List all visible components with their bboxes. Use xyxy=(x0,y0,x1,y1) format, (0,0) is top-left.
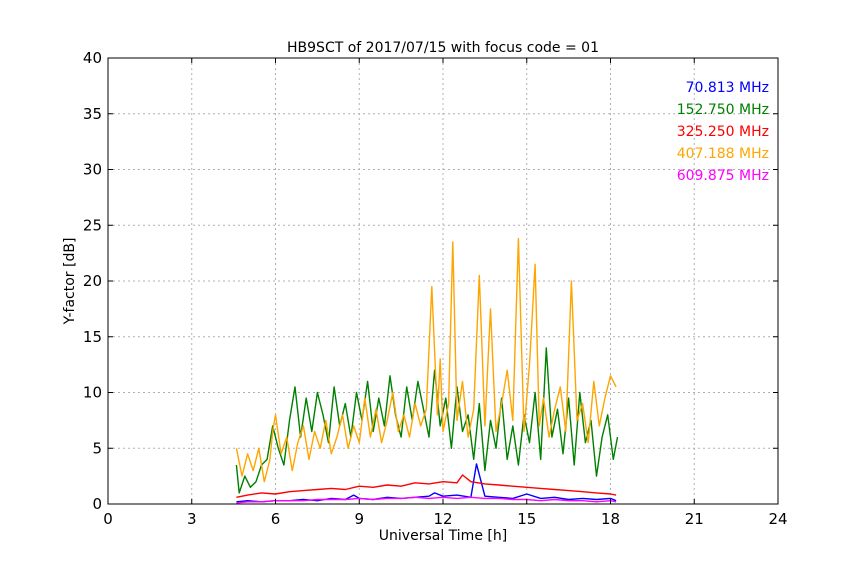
y-tick-label: 20 xyxy=(83,272,102,290)
legend-entry: 325.250 MHz xyxy=(677,124,769,140)
y-tick-label: 0 xyxy=(92,495,102,513)
series-line-3 xyxy=(235,237,617,483)
y-tick-label: 10 xyxy=(83,384,102,402)
y-axis-label: Y-factor [dB] xyxy=(62,238,78,326)
series-line-4 xyxy=(236,496,617,504)
x-tick-label: 18 xyxy=(601,510,620,528)
y-tick-label: 35 xyxy=(83,105,102,123)
x-tick-label: 12 xyxy=(433,510,452,528)
x-tick-label: 21 xyxy=(685,510,704,528)
legend-entry: 152.750 MHz xyxy=(677,102,769,118)
x-tick-label: 24 xyxy=(768,510,787,528)
legend: 70.813 MHz 152.750 MHz 325.250 MHz 407.188 … xyxy=(677,80,769,184)
legend-entry: 407.188 MHz xyxy=(677,146,769,162)
legend-entry: 609.875 MHz xyxy=(677,168,769,184)
y-tick-label: 15 xyxy=(83,328,102,346)
y-tick-label: 30 xyxy=(83,161,102,179)
series-line-1 xyxy=(235,347,619,494)
series-line-0 xyxy=(236,463,617,503)
y-tick-label: 40 xyxy=(83,49,102,67)
chart-title: HB9SCT of 2017/07/15 with focus code = 0… xyxy=(287,40,599,56)
series-layer xyxy=(235,237,619,504)
y-tick-label: 5 xyxy=(92,439,102,457)
x-axis-label: Universal Time [h] xyxy=(379,528,507,544)
x-tick-label: 9 xyxy=(354,510,364,528)
x-tick-label: 3 xyxy=(187,510,197,528)
series-line-2 xyxy=(236,474,617,498)
x-tick-label: 0 xyxy=(103,510,113,528)
legend-entry: 70.813 MHz xyxy=(686,80,769,96)
y-tick-label: 25 xyxy=(83,216,102,234)
x-tick-label: 15 xyxy=(517,510,536,528)
axis-ticks: 0 3 6 9 12 15 18 21 24 0 5 10 15 20 25 30 35 40 xyxy=(83,49,788,528)
x-tick-label: 6 xyxy=(271,510,281,528)
